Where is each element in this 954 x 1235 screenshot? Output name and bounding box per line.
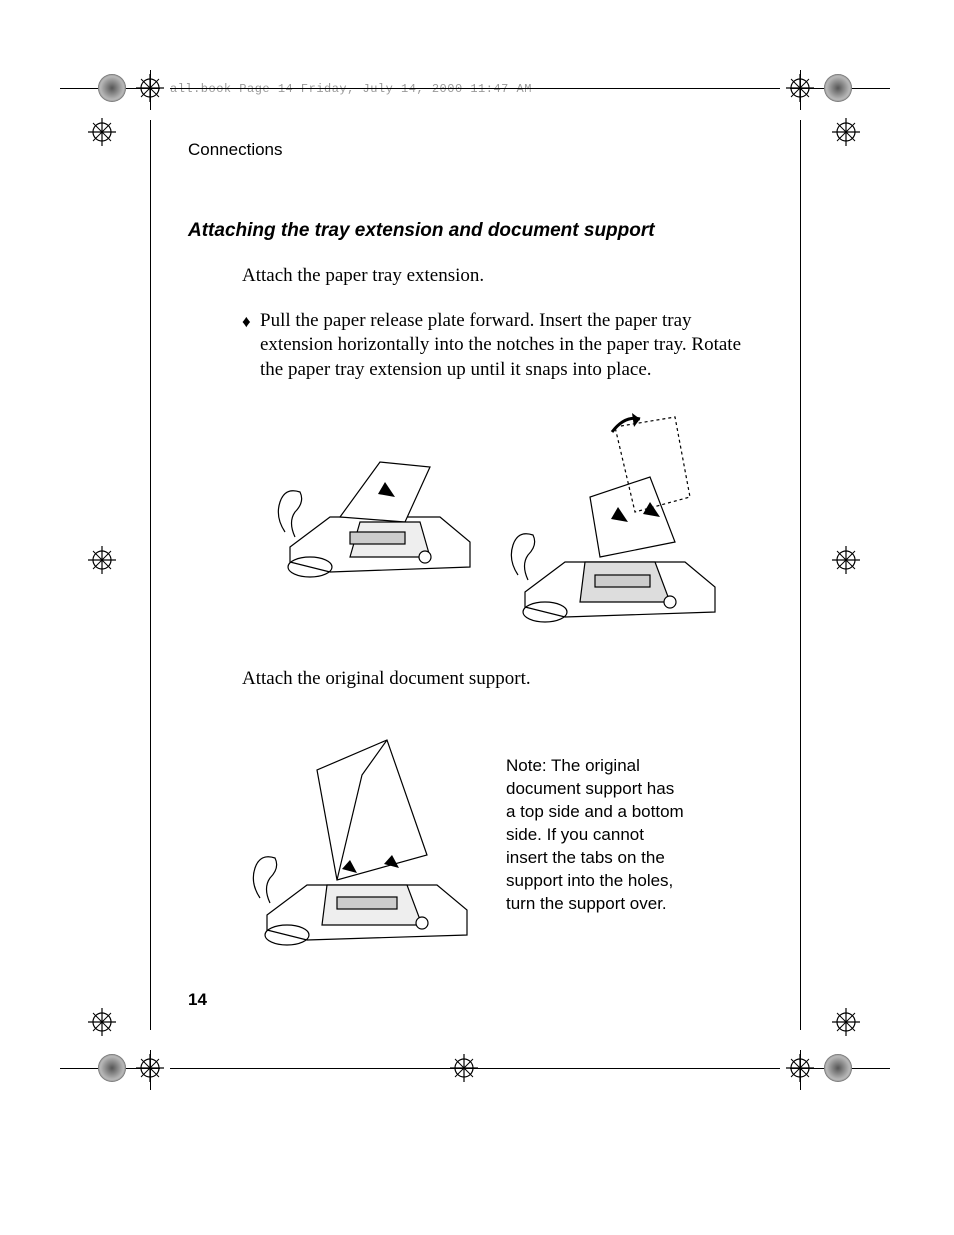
running-head: Connections xyxy=(188,140,758,160)
registration-mark-icon xyxy=(786,1054,814,1082)
content-area: Connections Attaching the tray extension… xyxy=(188,140,758,965)
crop-line xyxy=(170,88,780,89)
bullet-item: ♦ Pull the paper release plate forward. … xyxy=(242,309,758,383)
figure-fax-rotate-tray xyxy=(500,407,730,637)
paragraph-2: Attach the original document support. xyxy=(242,667,758,692)
registration-mark-icon xyxy=(832,1008,860,1036)
page-number: 14 xyxy=(188,990,207,1010)
corner-dot-icon xyxy=(98,1054,126,1082)
crop-line xyxy=(800,120,801,1030)
figure-fax-insert-tray xyxy=(270,407,480,597)
registration-mark-icon xyxy=(832,118,860,146)
corner-dot-icon xyxy=(98,74,126,102)
bullet-text: Pull the paper release plate forward. In… xyxy=(260,309,758,383)
note-text: Note: The original document support has … xyxy=(506,755,686,916)
registration-mark-icon xyxy=(88,1008,116,1036)
corner-dot-icon xyxy=(824,1054,852,1082)
registration-mark-icon xyxy=(136,1054,164,1082)
section-title: Attaching the tray extension and documen… xyxy=(188,220,758,242)
registration-mark-icon xyxy=(786,74,814,102)
body: Attach the paper tray extension. ♦ Pull … xyxy=(242,264,758,965)
figure-note-row: Note: The original document support has … xyxy=(242,715,758,965)
page: all.book Page 14 Friday, July 14, 2000 1… xyxy=(0,0,954,1235)
intro-paragraph: Attach the paper tray extension. xyxy=(242,264,758,289)
crop-line xyxy=(150,120,151,1030)
figure-row-1 xyxy=(242,407,758,637)
registration-mark-icon xyxy=(88,118,116,146)
registration-mark-icon xyxy=(832,546,860,574)
bullet-marker-icon: ♦ xyxy=(242,309,260,383)
registration-mark-icon xyxy=(450,1054,478,1082)
registration-mark-icon xyxy=(88,546,116,574)
registration-mark-icon xyxy=(136,74,164,102)
figure-fax-document-support xyxy=(242,715,482,965)
corner-dot-icon xyxy=(824,74,852,102)
book-build-tag: all.book Page 14 Friday, July 14, 2000 1… xyxy=(170,82,532,96)
